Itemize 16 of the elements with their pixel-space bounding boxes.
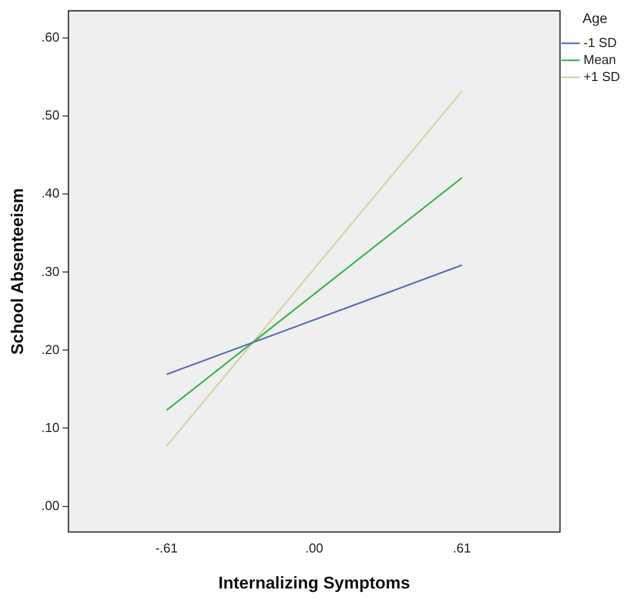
legend-label: +1 SD: [584, 68, 620, 84]
x-axis-title: Internalizing Symptoms: [218, 573, 410, 592]
legend-title: Age: [582, 10, 608, 26]
y-tick-label: .10: [41, 420, 60, 435]
y-tick-label: .40: [41, 186, 60, 201]
y-tick-label: .00: [41, 498, 60, 513]
y-tick-label: .20: [41, 342, 60, 357]
y-axis-title: School Absenteeism: [8, 188, 27, 355]
y-tick-label: .60: [41, 30, 60, 45]
y-tick-label: .30: [41, 264, 60, 279]
legend-label: Mean: [584, 52, 616, 67]
x-tick-label: .61: [452, 540, 471, 556]
x-tick-label: -.61: [155, 540, 178, 556]
y-tick-label: .50: [41, 108, 60, 123]
legend-label: -1 SD: [584, 34, 617, 50]
x-tick-label: .00: [305, 540, 324, 556]
